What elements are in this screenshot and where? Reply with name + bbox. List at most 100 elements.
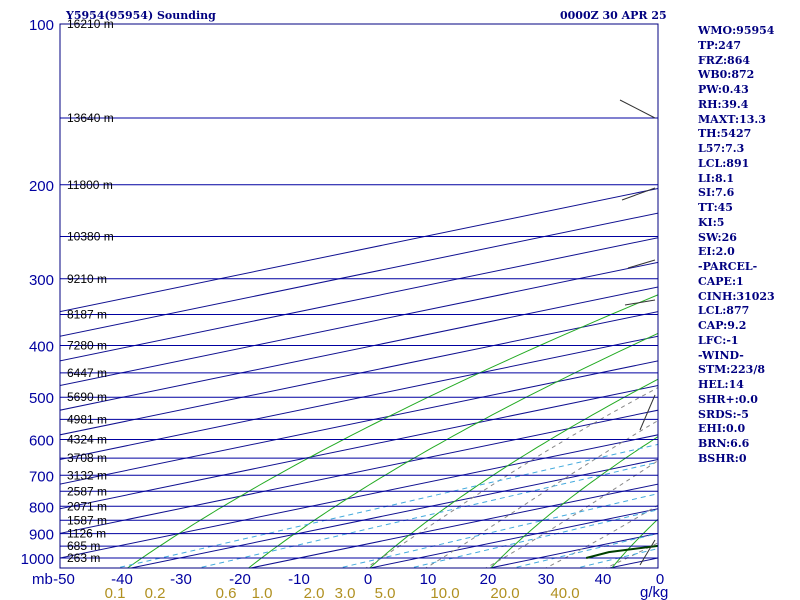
isotherm [60,409,658,534]
wind-barb [639,394,656,431]
dry-adiabat [247,332,658,568]
index-item: CAP:9.2 [698,319,747,332]
index-item: KI:5 [698,215,725,229]
temperature-tick-label: 0 [364,571,372,588]
height-label: 11800 m [67,178,113,192]
height-label: 1126 m [67,527,106,541]
height-label: 7280 m [67,339,107,353]
pressure-tick-label: 800 [29,499,54,516]
index-item: EI:2.0 [698,245,735,259]
wind-barbs [619,99,656,566]
height-label: 685 m [67,539,100,553]
pressure-tick-label: 500 [29,390,54,407]
temperature-tick-label: 10 [420,571,437,588]
mixing-ratio-line [337,493,658,568]
height-label: 6447 m [67,366,107,380]
pressure-tick-label: 900 [29,527,54,544]
mixing-ratio-line [114,443,658,568]
mixing-ratio-tick-label: 20.0 [490,585,519,600]
index-item: CAPE:1 [698,274,744,288]
mixing-ratio-tick-label: 0.2 [145,585,166,600]
temperature-tick-label: 40 [595,571,612,588]
moist-adiabat [484,460,658,568]
height-label: 1587 m [67,513,107,527]
index-item: RH:39.4 [698,97,749,111]
index-item: BRN:6.6 [698,437,750,450]
mixing-ratio-tick-label: 0.1 [105,585,126,600]
index-item: SHR+:0.0 [698,392,758,406]
index-item: LCL:891 [698,156,750,170]
mixing-ratio-line [511,533,658,568]
temperature-tick-label: -30 [170,571,192,588]
wind-barb [624,299,656,306]
temperature-tick-label: -40 [111,571,133,588]
pressure-tick-label: 1000 [21,551,54,568]
isotherm [128,458,658,568]
height-label: 2587 m [67,484,107,498]
y-axis-unit: mb [32,571,53,588]
temperature-tick-label: -10 [288,571,310,588]
temperature-tick-label: 30 [538,571,555,588]
index-item: TT:45 [698,201,733,214]
mixing-ratio-line [408,509,658,568]
mixing-ratio-tick-label: 3.0 [335,585,356,600]
mixing-ratio-tick-label: 5.0 [375,585,396,600]
height-label: 3708 m [67,451,107,465]
index-item: HEL:14 [698,378,744,391]
mixing-ratio-unit: g/kg [640,584,668,600]
chart-timestamp: 0000Z 30 APR 25 [560,9,667,22]
wind-barb [619,99,656,119]
mixing-ratio-tick-label: 40.0 [550,585,579,600]
isotherm [60,360,658,485]
index-item: LI:8.1 [698,171,735,185]
index-item: SRDS:-5 [698,407,749,421]
isotherm [60,385,658,510]
temperature-tick-label: -20 [229,571,251,588]
plot-frame [59,23,659,569]
isotherm [60,286,658,411]
chart-title: Y5954(95954) Sounding [66,9,216,22]
index-item: L57:7.3 [698,142,745,155]
height-label: 5690 m [67,390,107,404]
index-item: -WIND- [698,348,744,362]
index-item: CINH:31023 [698,289,775,303]
mixing-ratio-tick-label: 2.0 [304,585,325,600]
isotherm [60,212,658,337]
isotherm [60,187,658,313]
pressure-tick-label: 700 [29,468,54,485]
index-item: STM:223/8 [698,363,765,377]
dry-adiabat [126,294,658,568]
isotherm [60,261,658,387]
index-item: SI:7.6 [698,186,735,200]
temperature-tick-label: 20 [480,571,497,588]
index-item: MAXT:13.3 [698,112,766,126]
isotherm [60,237,658,362]
temperature-tick-label: -50 [53,571,75,588]
index-item: WMO:95954 [698,24,775,37]
mixing-ratio-tick-label: 0.6 [216,585,237,600]
height-label: 16210 m [67,17,114,31]
dry-adiabat [489,436,658,568]
wind-barb [639,539,656,566]
pressure-tick-label: 200 [29,178,54,195]
height-label: 13640 m [67,111,114,125]
pressure-tick-label: 100 [29,17,54,34]
mixing-ratio-tick-label: 1.0 [252,585,273,600]
index-item: TH:5427 [698,127,752,141]
dry-adiabat [368,378,658,568]
pressure-tick-label: 600 [29,433,54,450]
temperature-tick-label: 0 [656,571,664,588]
height-label: 263 m [67,551,100,565]
height-label: 4981 m [67,412,107,426]
mixing-ratio-line [196,461,658,568]
index-item: FRZ:864 [698,53,751,67]
height-label: 4324 m [67,433,107,447]
index-item: LCL:877 [698,304,750,318]
wind-barb [627,259,656,269]
dry-adiabat [611,518,658,568]
index-item: BSHR:0 [698,451,747,465]
height-label: 2071 m [67,499,107,513]
index-item: PW:0.43 [698,83,749,96]
index-item: SW:26 [698,230,737,244]
